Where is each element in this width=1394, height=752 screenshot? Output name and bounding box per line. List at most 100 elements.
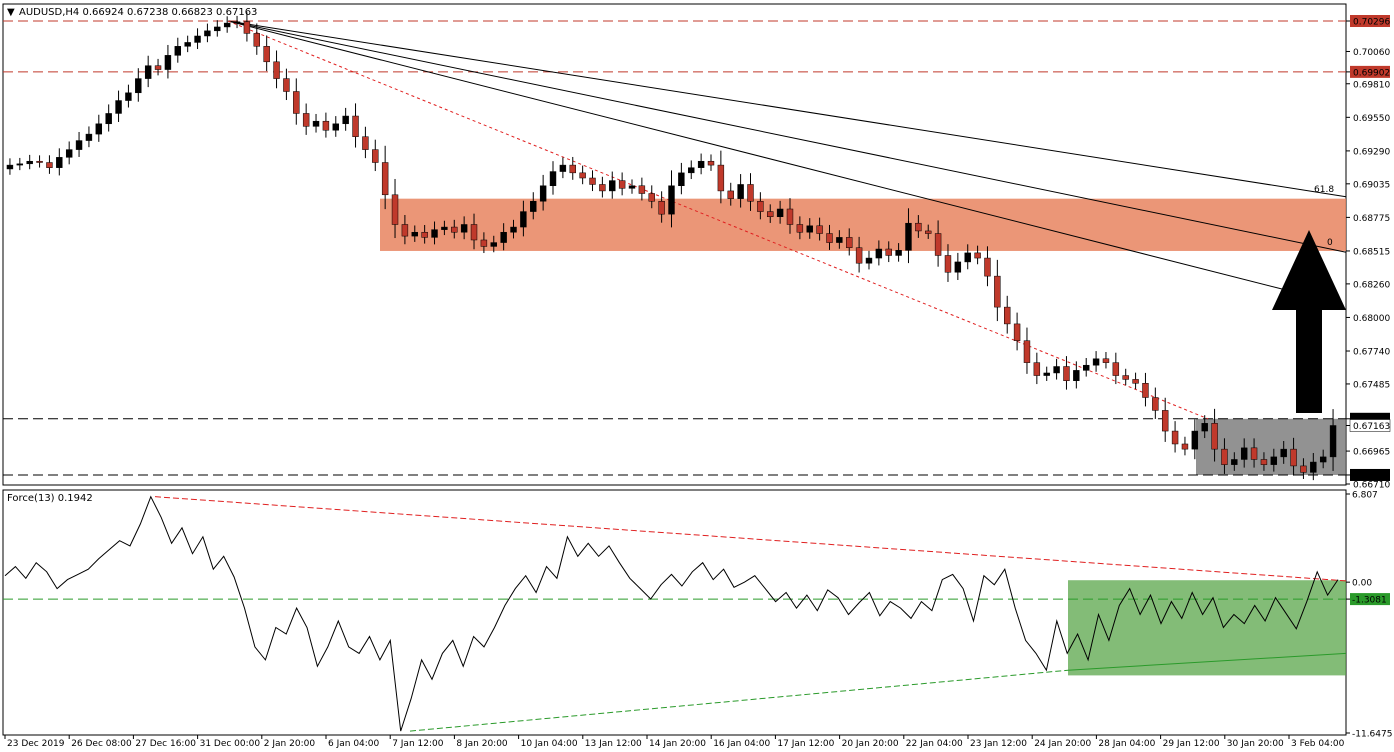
candle-body [618,180,626,189]
candle-body [609,180,616,192]
candle-body [411,231,418,237]
candle-body [1270,456,1278,465]
candle-body [895,250,902,256]
candle-body [1013,323,1021,341]
price-tick-label: 0.69810 [1353,80,1390,90]
time-tick-label: 7 Jan 12:00 [392,739,444,749]
candle-body [36,160,43,163]
price-tick-label: 0.66965 [1353,448,1390,458]
force-layer: 6.807 0.00 -1.3081 -11.6475 [3,491,1392,740]
candle-body [520,211,527,228]
candle-body [628,185,636,189]
force-box [1068,580,1346,676]
price-tick-label: 0.68515 [1353,247,1390,257]
time-tick-label: 28 Jan 04:00 [1098,739,1155,749]
candle-body [174,46,182,56]
candle-body [263,46,270,63]
time-tick-label: 30 Jan 20:00 [1227,739,1284,749]
candle-body [441,226,448,230]
candle-body [26,160,33,165]
price-tick-label: 0.66710 [1353,481,1390,491]
candle-body [964,252,971,263]
candle-body [1033,362,1041,376]
candle-body [974,252,981,259]
candle-body [549,171,557,187]
candle-body [806,225,813,233]
candle-body [223,22,231,28]
candle-body [727,190,734,199]
candle-body [1023,340,1031,363]
candles-layer [6,12,1337,481]
force-level-tag [1350,593,1390,606]
candle-body [984,257,991,277]
force-level-label: -1.3081 [1352,596,1387,606]
candle-body [322,120,330,131]
candle-body [401,224,409,237]
candle-body [934,233,942,256]
support-box [1196,418,1346,475]
candle-body [648,193,655,202]
candle-body [105,113,112,125]
candle-body [451,226,458,233]
time-tick-label: 2 Jan 20:00 [264,739,316,749]
time-tick-label: 14 Jan 20:00 [649,739,706,749]
force-tick-label: 0.00 [1352,579,1372,589]
fib-label-618: 61.8 [1314,185,1334,195]
candle-body [470,224,478,241]
up-arrow-icon [1272,230,1346,413]
candle-body [1092,358,1100,366]
candle-body [1142,383,1149,398]
candle-body [6,164,14,170]
candle-body [154,65,162,70]
candle-body [925,230,932,234]
candle-body [697,160,705,168]
force-green-trendline [409,669,1069,732]
force-tick-label: 6.807 [1352,491,1378,501]
candle-body [312,120,320,127]
candle-body [1191,430,1199,450]
candle-body [510,226,517,233]
candle-body [46,162,53,168]
candle-body [480,239,488,247]
candle-body [826,233,833,243]
candle-body [391,194,399,225]
candle-body [233,21,241,24]
candle-body [885,248,892,256]
candle-body [1004,306,1011,325]
candle-body [1310,461,1317,473]
candle-body [767,211,774,217]
price-tick-label: 0.68775 [1353,214,1390,224]
candle-body [95,123,103,135]
candle-body [144,65,152,79]
time-tick-label: 10 Jan 04:00 [521,739,578,749]
candle-body [381,162,389,196]
candle-body [283,78,290,92]
candle-body [1221,448,1228,465]
candle-body [559,164,567,172]
candle-body [332,123,339,131]
candle-body [875,248,883,259]
candle-body [1250,447,1258,460]
fan-line-2 [227,20,1347,253]
candle-body [836,237,843,243]
time-tick-label: 26 Dec 08:00 [71,739,132,749]
price-tick-label: 0.68260 [1353,280,1390,290]
candle-body [302,113,310,127]
time-tick-label: 22 Jan 04:00 [906,739,963,749]
candle-body [1043,372,1050,376]
time-tick-label: 31 Dec 00:00 [200,739,261,749]
chart-menu-icon[interactable]: ▼ [7,7,15,18]
price-tag-label: 0.69902 [1353,68,1390,78]
candle-body [658,200,665,215]
candle-body [1073,370,1080,381]
candle-body [530,200,537,212]
price-tag [1350,65,1390,78]
candle-body [1319,456,1327,463]
candle-body [737,184,744,199]
candle-body [668,185,675,215]
candle-body [352,115,359,137]
candle-body [569,164,576,174]
candle-body [460,224,468,233]
candle-body [638,185,646,194]
candle-body [944,255,952,273]
